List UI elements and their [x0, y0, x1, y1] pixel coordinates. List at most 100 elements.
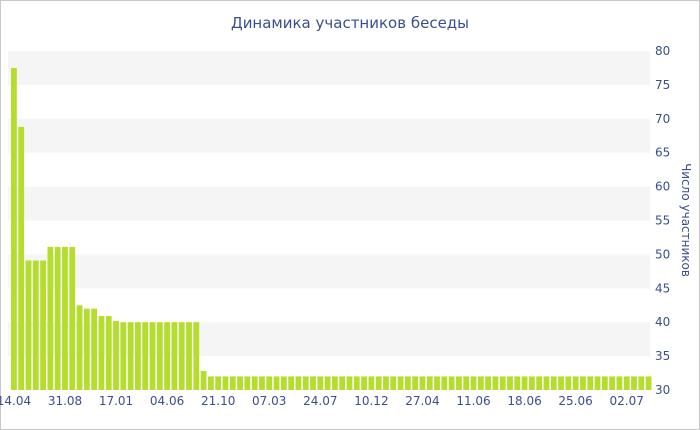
y-axis-ticks: 30 35 40 45 50 55 60 65 70 75 80 [655, 44, 670, 397]
x-tick-label: 04.06 [150, 394, 184, 408]
bar [237, 376, 243, 390]
y-axis-title: Число участников [679, 163, 693, 277]
y-tick-label: 70 [655, 112, 670, 126]
bar [156, 322, 163, 390]
bar [54, 246, 61, 390]
bar [207, 376, 214, 390]
bar [273, 376, 280, 390]
bar [368, 376, 375, 390]
bar [383, 376, 389, 390]
bar [543, 376, 550, 390]
bar [11, 67, 17, 390]
bar [310, 376, 316, 390]
bar [171, 322, 178, 390]
y-tick-label: 45 [655, 281, 670, 295]
bar [609, 376, 616, 390]
bar [456, 376, 462, 390]
bar [558, 376, 564, 390]
bar [528, 376, 535, 390]
bar [91, 308, 98, 390]
bar [105, 316, 112, 390]
bar [127, 322, 134, 390]
y-tick-label: 40 [655, 315, 670, 329]
bar [507, 376, 513, 390]
bar [229, 376, 236, 390]
bar [186, 322, 192, 390]
bar [623, 376, 630, 390]
y-tick-label: 55 [655, 214, 670, 228]
bar [375, 376, 382, 390]
bar [419, 376, 426, 390]
bar [441, 376, 448, 390]
bar [266, 376, 273, 390]
bar [397, 376, 404, 390]
bar [251, 376, 258, 390]
bar [113, 320, 119, 390]
bar [69, 246, 76, 390]
bar [288, 376, 295, 390]
bar [361, 376, 367, 390]
x-tick-label: 10.12 [354, 394, 388, 408]
bar [149, 322, 156, 390]
bar [565, 376, 572, 390]
bar [332, 376, 338, 390]
bar [178, 322, 185, 390]
x-tick-label: 02.07 [610, 394, 644, 408]
y-tick-label: 30 [655, 383, 670, 397]
x-tick-label: 18.06 [507, 394, 541, 408]
bar [25, 260, 32, 390]
bar [353, 376, 360, 390]
bar [587, 376, 594, 390]
x-tick-label: 25.06 [558, 394, 592, 408]
bar [536, 376, 543, 390]
bar [62, 246, 68, 390]
grid-band [8, 51, 650, 85]
bar [244, 376, 251, 390]
bar [645, 376, 652, 390]
bar [550, 376, 557, 390]
y-tick-label: 65 [655, 146, 670, 160]
y-tick-label: 50 [655, 247, 670, 261]
bar [580, 376, 586, 390]
bar [317, 376, 324, 390]
x-tick-label: 14.04 [0, 394, 31, 408]
bar [222, 376, 229, 390]
bar [32, 260, 39, 390]
bar [193, 322, 200, 390]
bar [470, 376, 477, 390]
x-tick-label: 11.06 [456, 394, 490, 408]
bar [463, 376, 470, 390]
bar [434, 376, 440, 390]
x-tick-label: 24.07 [303, 394, 337, 408]
bar [601, 376, 608, 390]
bar [477, 376, 484, 390]
bar-series [11, 67, 652, 390]
bar [76, 305, 83, 390]
bar [346, 376, 353, 390]
grid-band [8, 254, 650, 289]
bar [448, 376, 455, 390]
bar [324, 376, 331, 390]
grid-band [8, 118, 650, 153]
bar [521, 376, 528, 390]
bar [259, 376, 265, 390]
bar [594, 376, 601, 390]
x-axis-ticks: 14.04 31.08 17.01 04.06 21.10 07.03 24.07 10.12… [0, 394, 644, 408]
x-tick-label: 21.10 [201, 394, 235, 408]
x-tick-label: 07.03 [252, 394, 286, 408]
bar [40, 260, 46, 390]
bar [339, 376, 346, 390]
bar [295, 376, 302, 390]
x-tick-label: 27.04 [405, 394, 439, 408]
bar [631, 376, 637, 390]
bar [215, 376, 222, 390]
bar [83, 308, 90, 390]
bar [200, 371, 207, 390]
bar [164, 322, 170, 390]
chart-title: Динамика участников беседы [231, 14, 469, 32]
bar [280, 376, 287, 390]
bar [492, 376, 499, 390]
bar [412, 376, 419, 390]
y-tick-label: 35 [655, 349, 670, 363]
